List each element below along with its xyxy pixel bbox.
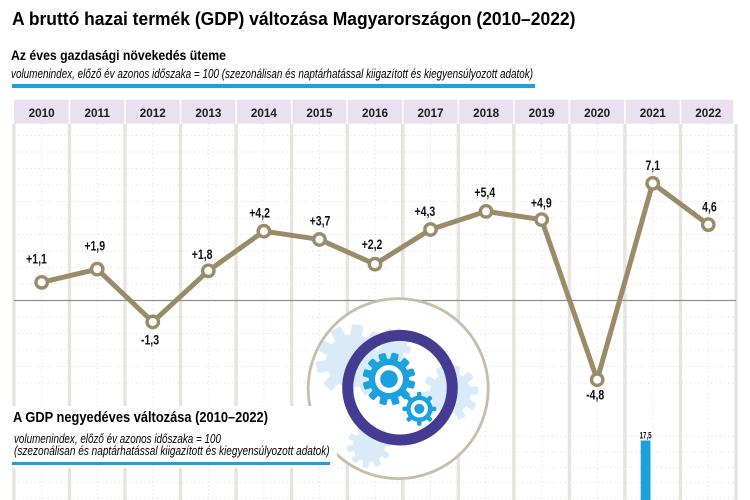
svg-text:2022: 2022 (695, 106, 721, 120)
svg-text:+1,9: +1,9 (84, 238, 105, 254)
svg-text:+4,9: +4,9 (531, 195, 552, 211)
svg-text:+3,7: +3,7 (310, 213, 331, 229)
svg-text:2019: 2019 (529, 106, 555, 120)
svg-text:7,1: 7,1 (645, 158, 660, 174)
svg-text:+1,1: +1,1 (26, 251, 47, 267)
svg-text:+5,4: +5,4 (474, 185, 495, 201)
svg-text:-4,8: -4,8 (586, 387, 604, 403)
svg-text:+4,3: +4,3 (415, 204, 436, 220)
svg-text:2017: 2017 (418, 106, 444, 120)
svg-text:-1,3: -1,3 (141, 332, 159, 348)
svg-text:2010: 2010 (29, 106, 55, 120)
svg-text:+2,2: +2,2 (362, 237, 383, 253)
svg-text:+1,8: +1,8 (192, 247, 213, 263)
svg-text:2014: 2014 (251, 106, 277, 120)
svg-text:2021: 2021 (640, 106, 666, 120)
svg-text:4,6: 4,6 (702, 199, 717, 215)
svg-text:+4,2: +4,2 (249, 205, 270, 221)
svg-text:2011: 2011 (85, 106, 111, 120)
svg-text:2018: 2018 (473, 106, 499, 120)
svg-text:2015: 2015 (306, 106, 332, 120)
svg-text:2020: 2020 (584, 106, 610, 120)
svg-text:2016: 2016 (362, 106, 388, 120)
svg-text:2013: 2013 (195, 106, 221, 120)
svg-text:2012: 2012 (140, 106, 166, 120)
svg-text:17,5: 17,5 (640, 430, 653, 440)
